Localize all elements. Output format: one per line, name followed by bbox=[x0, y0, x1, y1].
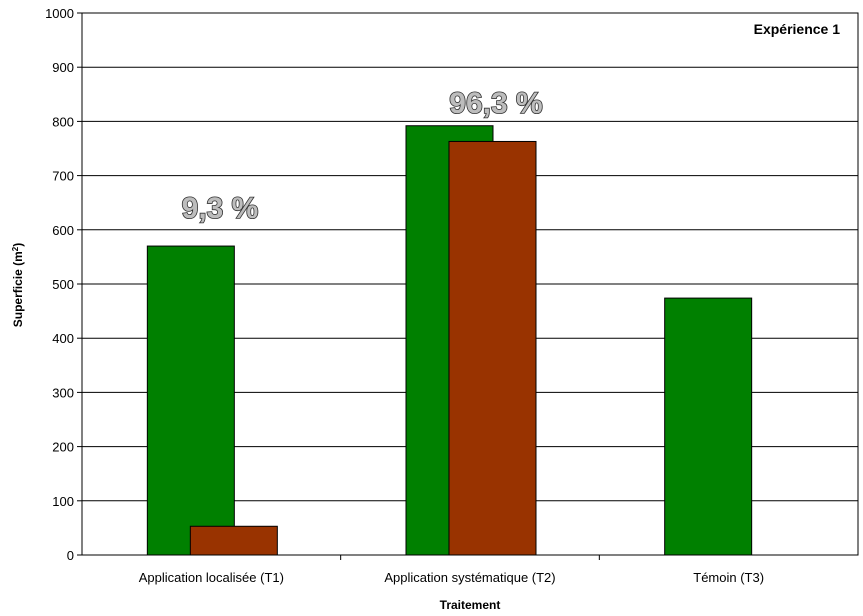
x-category-label: Témoin (T3) bbox=[693, 570, 764, 585]
y-axis-title-main: Superficie (m bbox=[11, 251, 25, 327]
x-category-label: Application localisée (T1) bbox=[139, 570, 284, 585]
y-tick-label: 300 bbox=[52, 385, 74, 400]
chart-title: Expérience 1 bbox=[754, 21, 841, 37]
y-tick-label: 1000 bbox=[45, 6, 74, 21]
y-tick-label: 800 bbox=[52, 114, 74, 129]
y-tick-label: 100 bbox=[52, 494, 74, 509]
y-tick-label: 600 bbox=[52, 223, 74, 238]
y-tick-label: 400 bbox=[52, 331, 74, 346]
bar-series1-cat3 bbox=[664, 297, 753, 556]
annotation-t1-percentage: 9,3 % bbox=[182, 192, 259, 225]
x-axis-title: Traitement bbox=[440, 598, 501, 612]
bar-series1-cat1 bbox=[146, 245, 235, 556]
y-tick-label: 0 bbox=[67, 548, 74, 563]
bar-series2-cat2 bbox=[448, 140, 537, 556]
x-category-label: Application systématique (T2) bbox=[384, 570, 555, 585]
y-tick-labels: 0 100 200 300 400 500 600 700 800 900 1000 bbox=[45, 6, 82, 563]
y-tick-label: 200 bbox=[52, 440, 74, 455]
bar-series2-cat1 bbox=[189, 525, 278, 556]
y-axis-title-superscript: 2 bbox=[11, 246, 20, 251]
annotation-t2-percentage: 96,3 % bbox=[449, 87, 542, 120]
y-tick-label: 900 bbox=[52, 60, 74, 75]
y-tick-label: 700 bbox=[52, 169, 74, 184]
y-axis-title: Superficie (m2) bbox=[11, 243, 26, 327]
x-category-labels: Application localisée (T1) Application sy… bbox=[139, 555, 764, 585]
y-tick-label: 500 bbox=[52, 277, 74, 292]
bars-layer bbox=[146, 125, 753, 556]
y-axis-title-end: ) bbox=[11, 243, 25, 247]
